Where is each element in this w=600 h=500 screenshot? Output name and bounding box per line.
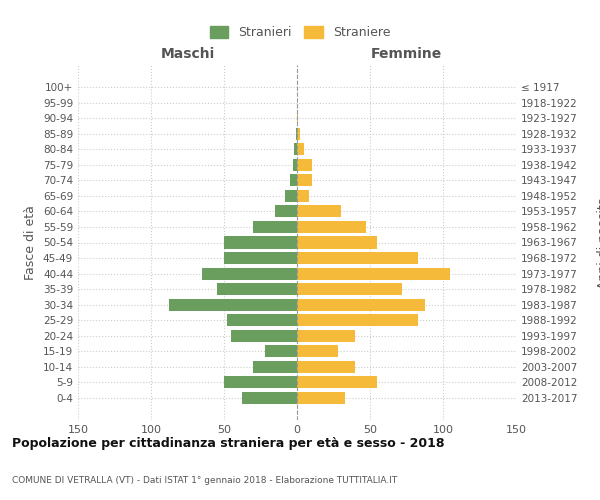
Bar (297, 236, 377, 248)
Bar (297, 376, 377, 388)
Bar (217, 283, 297, 295)
Bar (275, 206, 297, 218)
Bar (232, 330, 297, 342)
Y-axis label: Fasce di età: Fasce di età (25, 205, 37, 280)
Bar (242, 392, 297, 404)
Bar (297, 174, 311, 186)
Bar (297, 345, 338, 358)
Legend: Stranieri, Straniere: Stranieri, Straniere (205, 21, 395, 44)
Bar (224, 376, 297, 388)
Bar (297, 360, 355, 373)
Bar (297, 112, 298, 124)
Bar (297, 252, 418, 264)
Bar (297, 314, 418, 326)
Bar (286, 190, 297, 202)
Bar (297, 206, 341, 218)
Bar (297, 330, 355, 342)
Bar (293, 159, 297, 171)
Y-axis label: Anni di nascita: Anni di nascita (597, 196, 600, 289)
Text: Maschi: Maschi (160, 48, 215, 62)
Bar (224, 252, 297, 264)
Bar (253, 360, 297, 373)
Bar (297, 159, 311, 171)
Bar (253, 221, 297, 233)
Bar (297, 298, 425, 310)
Bar (297, 128, 300, 140)
Bar (297, 190, 308, 202)
Text: Femmine: Femmine (371, 48, 442, 62)
Bar (297, 283, 402, 295)
Bar (224, 236, 297, 248)
Bar (297, 144, 304, 156)
Bar (297, 392, 345, 404)
Text: COMUNE DI VETRALLA (VT) - Dati ISTAT 1° gennaio 2018 - Elaborazione TUTTITALIA.I: COMUNE DI VETRALLA (VT) - Dati ISTAT 1° … (12, 476, 397, 485)
Bar (297, 221, 365, 233)
Bar (297, 268, 450, 280)
Bar (294, 144, 297, 156)
Bar (202, 268, 297, 280)
Bar (169, 298, 297, 310)
Bar (227, 314, 297, 326)
Bar (296, 128, 297, 140)
Bar (290, 174, 297, 186)
Bar (265, 345, 297, 358)
Text: Popolazione per cittadinanza straniera per età e sesso - 2018: Popolazione per cittadinanza straniera p… (12, 437, 445, 450)
